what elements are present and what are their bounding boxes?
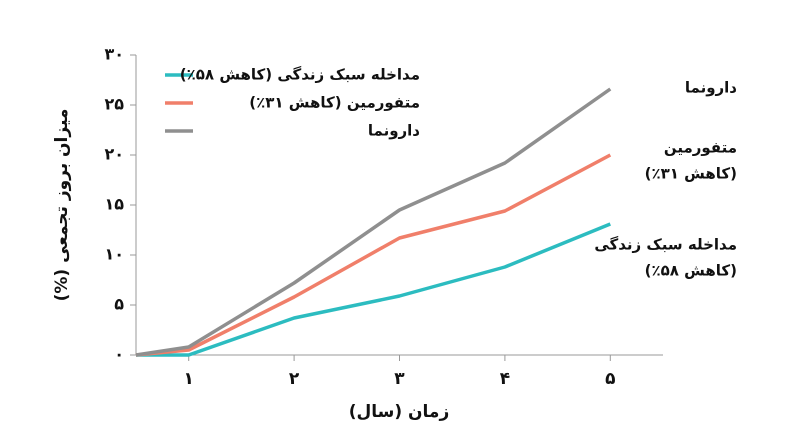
y-tick-label: ۲۰ [104, 145, 124, 164]
x-tick-label: ۴ [500, 369, 510, 389]
x-tick-label: ۲ [289, 369, 300, 389]
legend-label: دارونما [368, 122, 420, 140]
y-tick-label: ۲۵ [104, 95, 124, 114]
legend-label: مداخله سبک زندگی (کاهش ۵۸٪) [180, 66, 420, 84]
annotation: مداخله سبک زندگی [594, 236, 737, 254]
annotation: (کاهش ۳۱٪) [645, 165, 737, 183]
x-tick-label: ۱ [184, 369, 194, 389]
series-line [135, 87, 612, 357]
y-tick-label: ۰ [114, 345, 124, 364]
legend-label: متفورمین (کاهش ۳۱٪) [249, 94, 420, 112]
y-tick-label: ۱۰ [104, 245, 124, 264]
annotation: (کاهش ۵۸٪) [645, 262, 737, 280]
y-tick-label: ۵ [114, 295, 124, 314]
annotation: متفورمین [664, 139, 737, 157]
series-line [136, 222, 611, 357]
annotation: دارونما [685, 79, 737, 97]
y-tick-label: ۱۵ [104, 195, 124, 214]
x-axis-label: زمان (سال) [349, 402, 450, 422]
y-tick-label: ۳۰ [104, 45, 124, 64]
x-tick-label: ۵ [605, 369, 615, 389]
series-line [135, 153, 612, 357]
y-axis-label: میزان بروز تجمعی (%) [52, 109, 72, 302]
x-tick-label: ۳ [394, 369, 405, 389]
